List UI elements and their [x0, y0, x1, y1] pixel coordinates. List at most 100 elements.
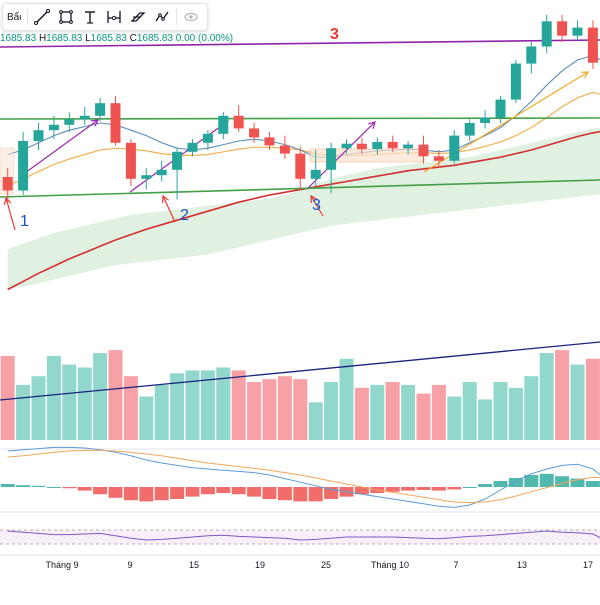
candle [249, 128, 260, 138]
pointer-arrow-3-head [310, 194, 318, 204]
macd-histogram-bar [308, 487, 323, 502]
macd-histogram-bar [293, 487, 308, 502]
candle [202, 133, 213, 143]
macd-histogram-bar [77, 487, 92, 491]
candle [295, 153, 306, 179]
volume-bar [231, 370, 246, 440]
trend-line-icon[interactable] [30, 5, 54, 29]
volume-bar [93, 353, 108, 440]
macd-histogram-bar [154, 487, 169, 501]
candle [141, 175, 152, 179]
x-axis-tick-label: 13 [517, 560, 527, 570]
volume-bar [524, 376, 539, 440]
macd-histogram-bar [93, 487, 108, 495]
volume-bar [46, 355, 61, 440]
macd-histogram-bar [508, 478, 523, 487]
ma-mid-line [7, 91, 600, 187]
hide-drawings-icon[interactable] [179, 5, 203, 29]
volume-bar [447, 396, 462, 440]
macd-histogram-bar [570, 478, 585, 487]
volume-bar [200, 370, 215, 440]
candle [510, 63, 521, 100]
ohlc-low-label: L [85, 33, 91, 44]
candle [418, 144, 429, 157]
volume-bar [401, 384, 416, 440]
x-axis-tick-label: 9 [127, 560, 132, 570]
candle [387, 141, 398, 149]
candle [79, 115, 90, 120]
macd-histogram-bar [431, 487, 446, 491]
volume-bar [462, 382, 477, 440]
candle [18, 141, 29, 191]
channel-top-line [0, 39, 600, 48]
macd-histogram-bar [462, 487, 477, 488]
ohlc-low-value: 1685.83 [90, 33, 127, 44]
macd-histogram-bar [108, 487, 123, 498]
candle [64, 119, 75, 125]
annotation-label-top: 3 [330, 26, 339, 43]
macd-histogram-bar [62, 487, 77, 489]
x-axis-tick-label: 17 [583, 560, 593, 570]
candle [95, 103, 106, 116]
candle [326, 148, 337, 170]
candle [187, 142, 198, 152]
candle [279, 145, 290, 154]
candle [372, 141, 383, 150]
volume-bar [431, 384, 446, 440]
candle [480, 117, 491, 123]
macd-histogram-bar [123, 487, 138, 501]
candle [341, 143, 352, 149]
candle [110, 103, 121, 143]
macd-histogram-bar [0, 484, 15, 487]
candle [495, 99, 506, 118]
volume-bar [354, 387, 369, 440]
x-axis-tick-label: Tháng 9 [45, 560, 78, 570]
macd-histogram-bar [185, 487, 200, 497]
candle [48, 124, 59, 131]
volume-bar [555, 350, 570, 440]
ohlc-high-value: 1685.83 [46, 33, 83, 44]
ohlc-change: 0.00 (0.00%) [175, 33, 234, 44]
volume-bar [585, 358, 600, 440]
candle [526, 46, 537, 64]
macd-histogram-bar [524, 475, 539, 487]
rsi-line [7, 530, 600, 541]
macd-histogram-bar [324, 487, 339, 499]
volume-bar [370, 384, 385, 440]
parallel-channel-icon[interactable] [126, 5, 150, 29]
volume-bar [108, 350, 123, 440]
ma-fast-line [7, 54, 600, 158]
long-position-icon[interactable] [102, 5, 126, 29]
volume-bar [478, 399, 493, 440]
ohlc-high-label: H [38, 33, 47, 44]
wave-arrow-1-head [91, 119, 100, 127]
volume-bar [62, 364, 77, 440]
macd-histogram-bar [170, 487, 185, 499]
ohlc-open-value: 1685.83 [0, 33, 37, 44]
macd-histogram-bar [447, 487, 462, 490]
rsi-band [0, 530, 600, 544]
rectangle-icon[interactable] [54, 5, 78, 29]
volume-bar [493, 382, 508, 440]
path-icon[interactable] [150, 5, 174, 29]
candle [433, 156, 444, 161]
resistance-line [0, 117, 600, 120]
x-axis-tick-label: Tháng 10 [371, 560, 409, 570]
text-icon[interactable] [78, 5, 102, 29]
wave-arrow-3-head [368, 121, 376, 129]
volume-bar [154, 384, 169, 440]
volume-bar [508, 387, 523, 440]
volume-bar [31, 376, 46, 440]
volume-bar [170, 373, 185, 440]
macd-histogram-bar [555, 476, 570, 487]
drawing-toolbar: Bấc [2, 3, 208, 31]
breakout-arrow-head [580, 71, 590, 79]
candle [33, 130, 44, 141]
pointer-arrow-2-head [161, 194, 169, 204]
macd-histogram-bar [31, 485, 46, 487]
volume-bar [16, 384, 31, 440]
macd-histogram-bar [231, 487, 246, 495]
annotation-label-3: 3 [312, 197, 321, 214]
